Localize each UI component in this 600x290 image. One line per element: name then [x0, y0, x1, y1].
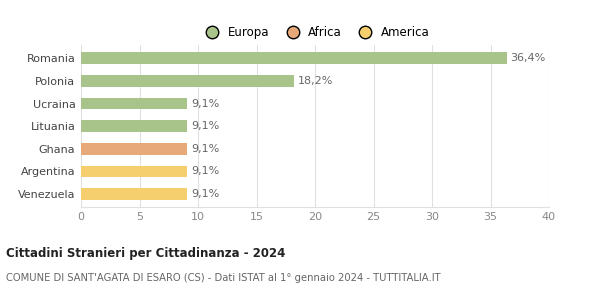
- Text: 9,1%: 9,1%: [191, 189, 219, 199]
- Bar: [81, 52, 507, 64]
- Bar: [81, 98, 187, 109]
- Text: Cittadini Stranieri per Cittadinanza - 2024: Cittadini Stranieri per Cittadinanza - 2…: [6, 247, 286, 260]
- Text: 9,1%: 9,1%: [191, 166, 219, 176]
- Text: 9,1%: 9,1%: [191, 121, 219, 131]
- Text: COMUNE DI SANT'AGATA DI ESARO (CS) - Dati ISTAT al 1° gennaio 2024 - TUTTITALIA.: COMUNE DI SANT'AGATA DI ESARO (CS) - Dat…: [6, 273, 440, 283]
- Text: 36,4%: 36,4%: [511, 53, 545, 63]
- Text: 9,1%: 9,1%: [191, 144, 219, 154]
- Bar: [81, 143, 187, 155]
- Bar: [81, 166, 187, 177]
- Bar: [81, 188, 187, 200]
- Text: 9,1%: 9,1%: [191, 99, 219, 108]
- Legend: Europa, Africa, America: Europa, Africa, America: [196, 22, 434, 44]
- Text: 18,2%: 18,2%: [298, 76, 333, 86]
- Bar: [81, 75, 294, 87]
- Bar: [81, 120, 187, 132]
